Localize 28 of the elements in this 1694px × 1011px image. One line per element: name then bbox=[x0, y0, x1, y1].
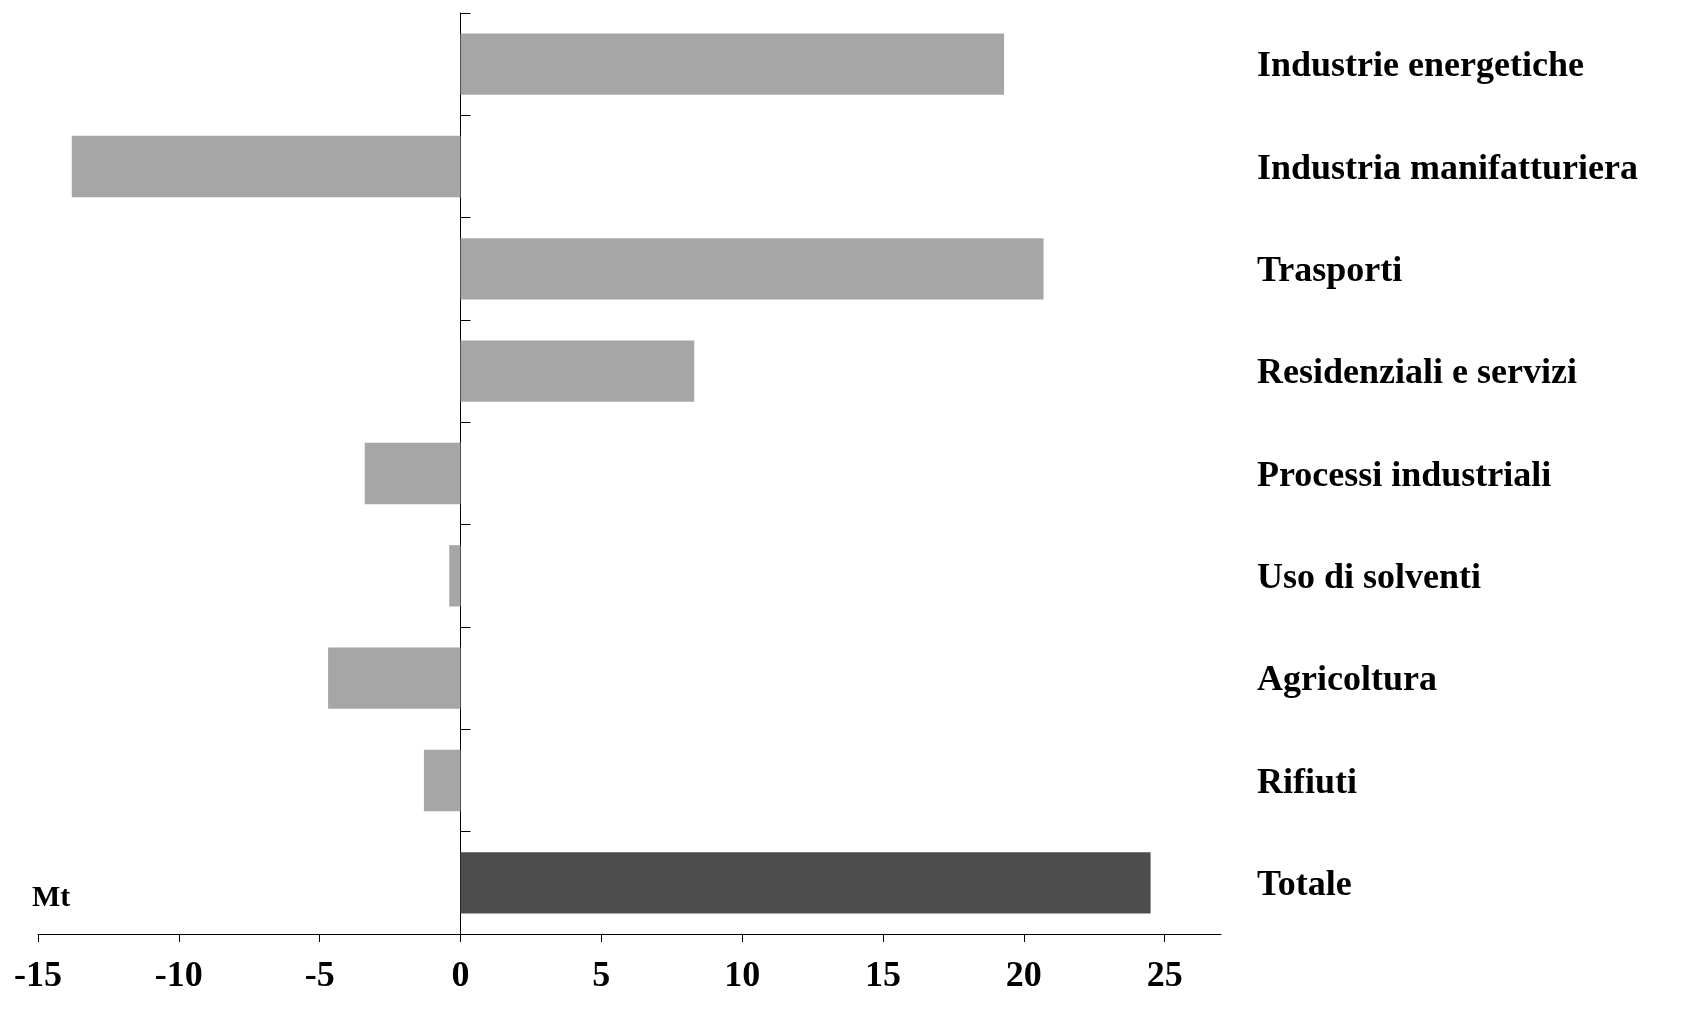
bar bbox=[328, 647, 461, 709]
bar bbox=[449, 545, 461, 607]
bar bbox=[460, 33, 1005, 95]
bar bbox=[460, 238, 1044, 300]
y-tick-label: Uso di solventi bbox=[1257, 555, 1482, 596]
bar bbox=[423, 749, 461, 812]
x-tick-label: -15 bbox=[14, 954, 62, 994]
y-tick-label: Processi industriali bbox=[1257, 453, 1552, 494]
bar bbox=[460, 340, 695, 402]
x-tick-label: -5 bbox=[304, 954, 335, 994]
y-tick-label: Agricoltura bbox=[1257, 658, 1437, 699]
x-tick-label: 15 bbox=[865, 954, 901, 994]
y-tick-label: Rifiuti bbox=[1257, 760, 1358, 801]
y-tick-label: Trasporti bbox=[1257, 248, 1403, 289]
y-tick-label: Industrie energetiche bbox=[1257, 44, 1584, 85]
bar bbox=[460, 852, 1151, 914]
bar bbox=[71, 135, 461, 198]
x-tick-label: 5 bbox=[592, 954, 611, 994]
x-tick-label: 20 bbox=[1005, 954, 1042, 994]
x-tick-label: 10 bbox=[724, 954, 761, 994]
bar bbox=[364, 442, 461, 505]
x-tick-label: -10 bbox=[154, 954, 203, 994]
x-tick-label: 0 bbox=[451, 954, 470, 994]
x-tick-label: 25 bbox=[1146, 954, 1183, 994]
y-tick-label: Residenziali e servizi bbox=[1257, 351, 1577, 392]
y-tick-label: Totale bbox=[1257, 862, 1352, 903]
x-axis-title: Mt bbox=[32, 878, 71, 912]
y-tick-label: Industria manifatturiera bbox=[1257, 146, 1638, 187]
